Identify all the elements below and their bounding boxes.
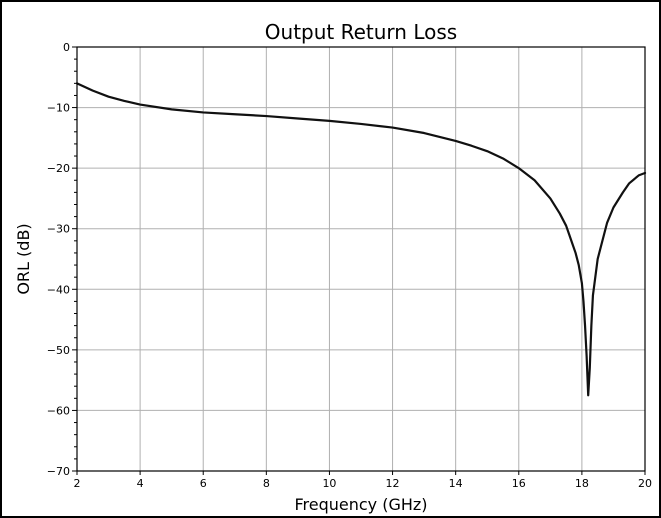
x-tick-label: 18 [575, 477, 589, 490]
x-tick-label: 14 [449, 477, 463, 490]
y-tick-label: −40 [47, 283, 70, 296]
y-tick-label: −20 [47, 162, 70, 175]
x-tick-label: 16 [512, 477, 526, 490]
x-tick-label: 8 [263, 477, 270, 490]
chart-title: Output Return Loss [265, 20, 457, 44]
x-tick-label: 10 [322, 477, 336, 490]
x-tick-label: 2 [74, 477, 81, 490]
x-tick-label: 4 [137, 477, 144, 490]
y-tick-label: −10 [47, 102, 70, 115]
x-tick-label: 6 [200, 477, 207, 490]
series-layer [75, 82, 647, 397]
y-tick-label: −30 [47, 223, 70, 236]
y-tick-label: 0 [63, 41, 70, 54]
y-tick-label: −70 [47, 465, 70, 478]
x-axis-label: Frequency (GHz) [294, 495, 427, 514]
y-tick-label: −60 [47, 404, 70, 417]
tick-labels: 2 4 6 8 10 12 14 16 18 20 0 −10 −20 −30 −40 −50 −60 −70 [47, 41, 652, 490]
x-tick-label: 12 [386, 477, 400, 490]
x-tick-label: 20 [638, 477, 652, 490]
series-line [75, 82, 647, 397]
plot-area-frame [76, 46, 646, 472]
y-tick-label: −50 [47, 344, 70, 357]
y-axis-label: ORL (dB) [14, 223, 33, 294]
